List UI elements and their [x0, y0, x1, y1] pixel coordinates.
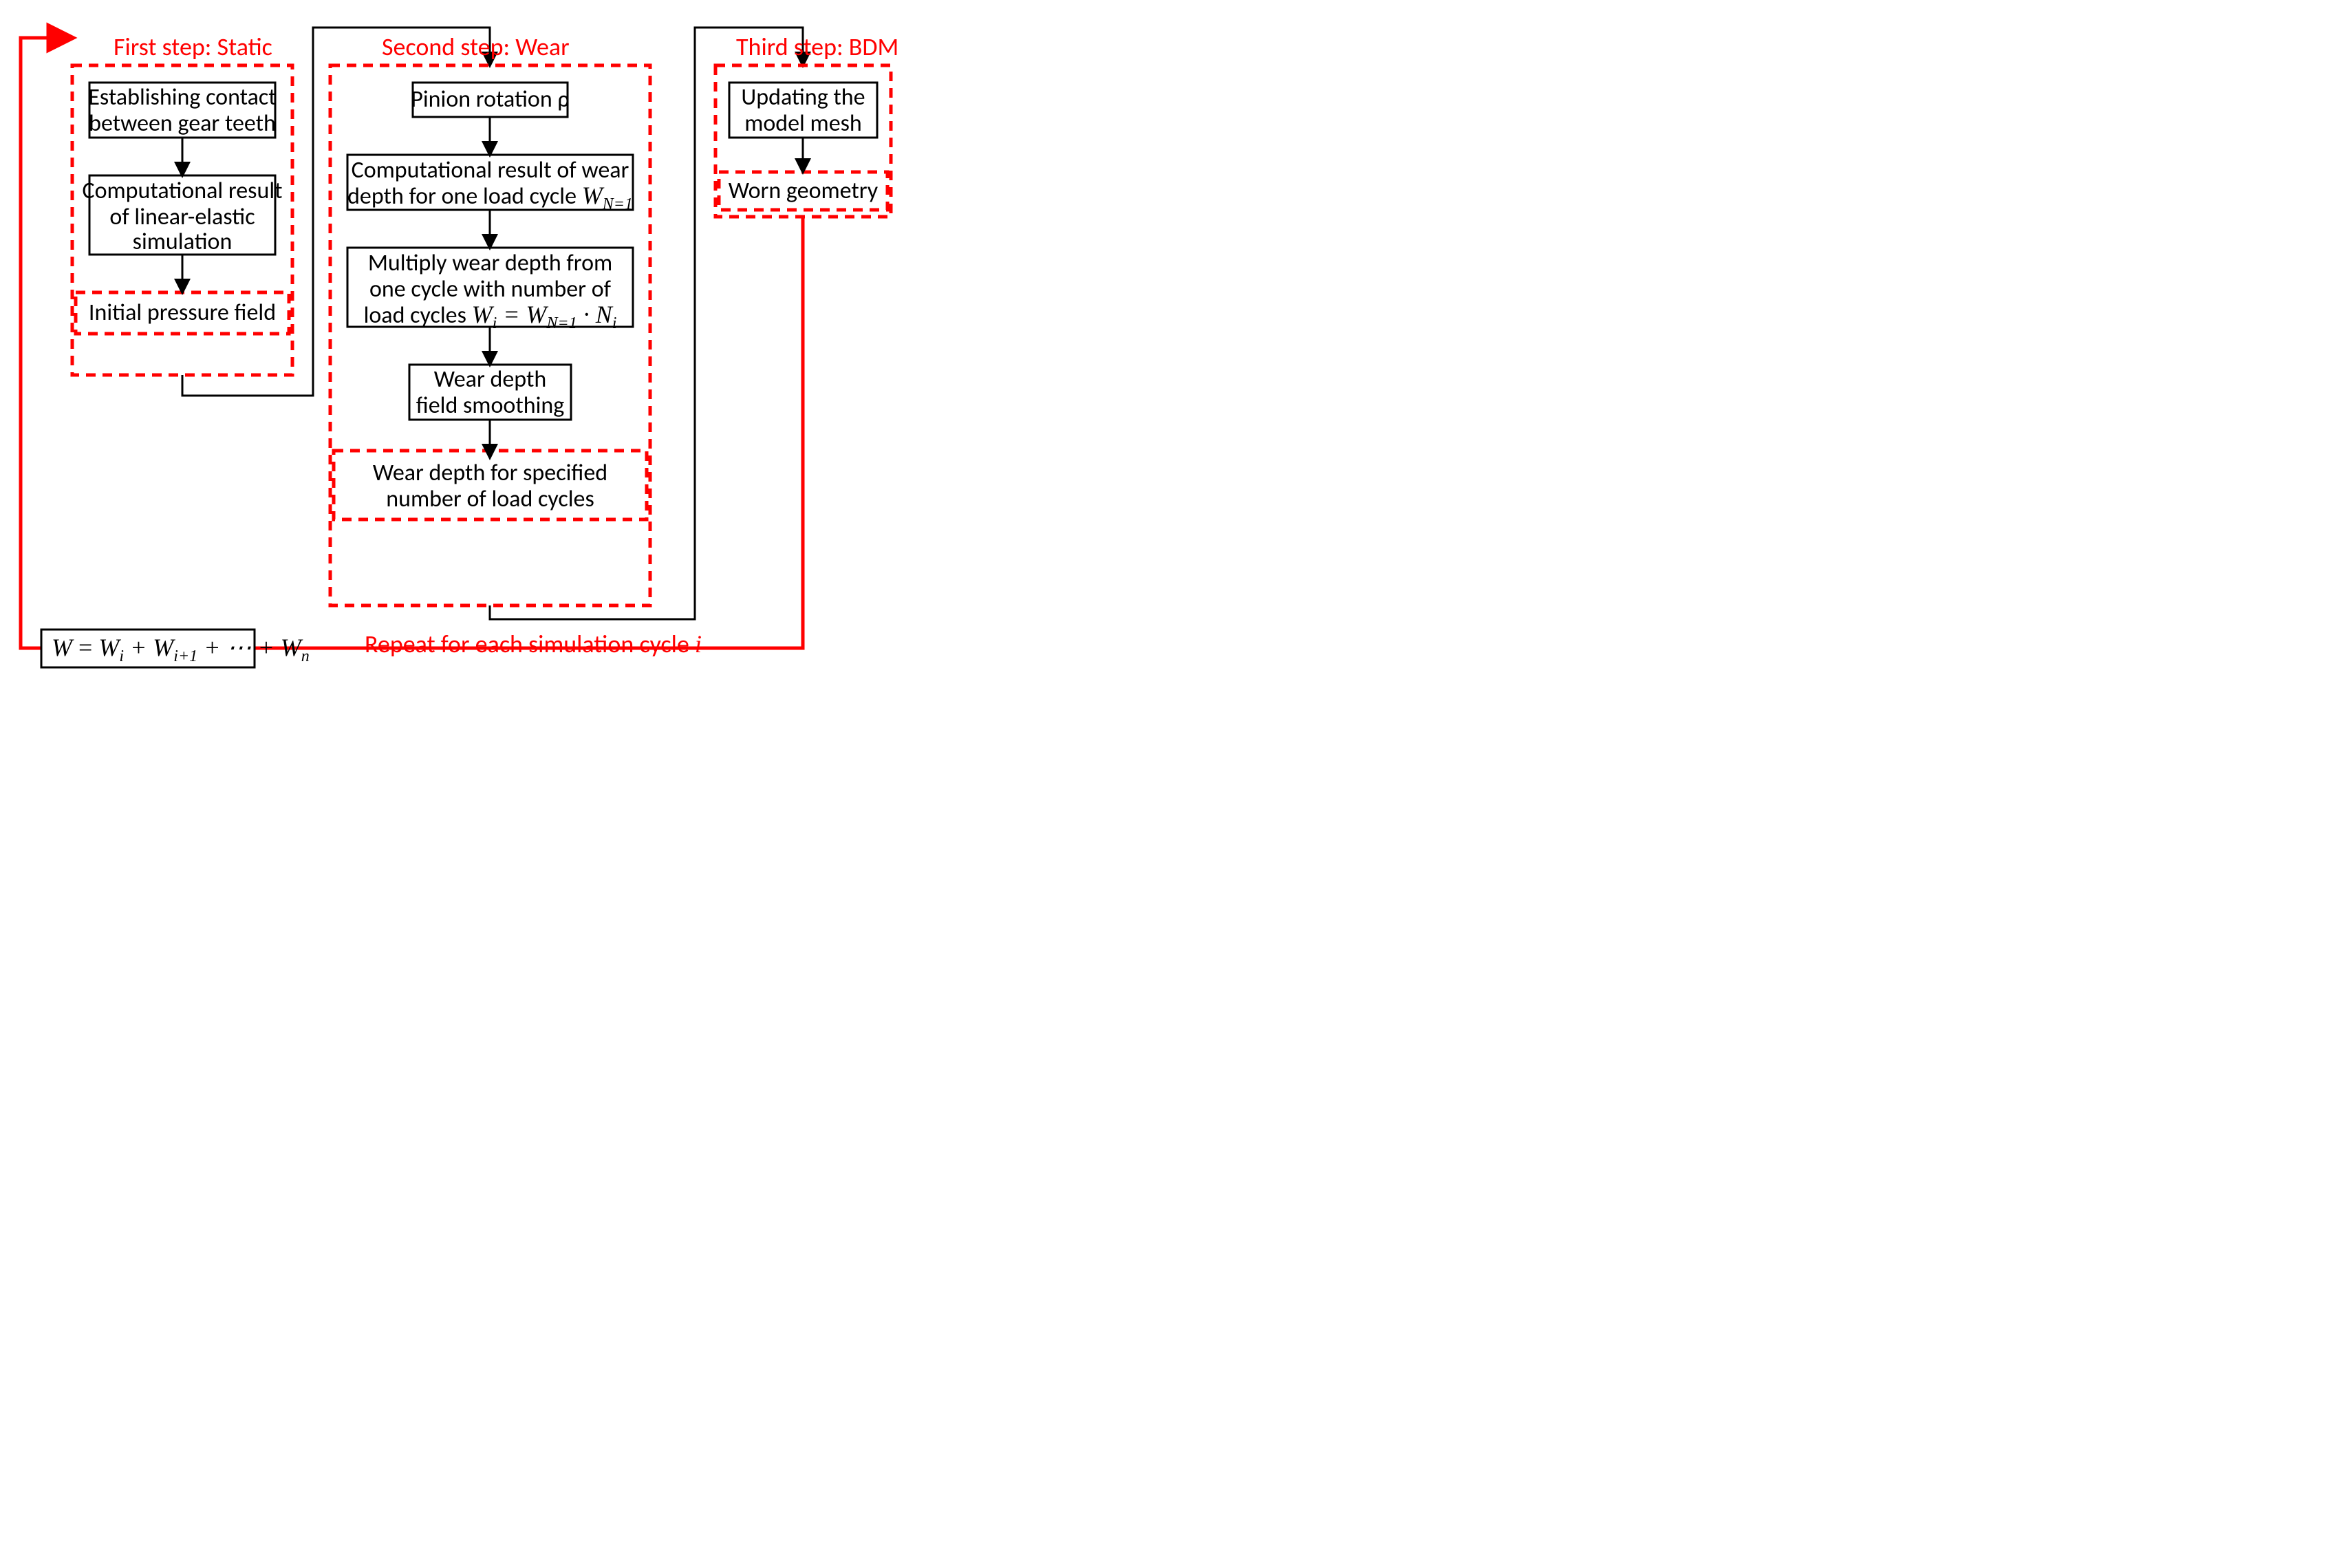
step3-title: Third step: BDM	[736, 32, 898, 62]
loop-red-left	[21, 38, 72, 648]
step2-box3-l1: one cycle with number of	[369, 275, 612, 303]
step1-box2-line2: simulation	[133, 228, 233, 256]
step2-output-l1: number of load cycles	[386, 485, 594, 513]
step2-box2-l0: Computational result of wear	[352, 156, 629, 184]
step2-box1-line0: Pinion rotation ρ	[411, 85, 569, 114]
step2-box4-line1: field smoothing	[416, 391, 565, 420]
step1-box1-line0: Establishing contact	[88, 83, 276, 111]
step1-box2-line0: Computational result	[82, 177, 282, 205]
step3-output-line0: Worn geometry	[729, 177, 879, 205]
step2-box3-l0: Multiply wear depth from	[368, 249, 612, 277]
step1-output-line0: Initial pressure field	[89, 299, 276, 327]
step2-output-l0: Wear depth for specified	[373, 459, 607, 487]
step1-title: First step: Static	[114, 32, 272, 62]
step3-box1-line1: model mesh	[744, 109, 862, 138]
step2-box4-line0: Wear depth	[434, 365, 547, 394]
step1-box2-line1: of linear-elastic	[109, 203, 255, 231]
step2-title: Second step: Wear	[382, 32, 570, 62]
repeat-label: Repeat for each simulation cycle i	[365, 629, 702, 659]
step1-box1-line1: between gear teeth	[89, 109, 276, 138]
step2-box2-l1: depth for one load cycle WN=1	[347, 182, 633, 213]
step3-box1-line0: Updating the	[741, 83, 865, 111]
